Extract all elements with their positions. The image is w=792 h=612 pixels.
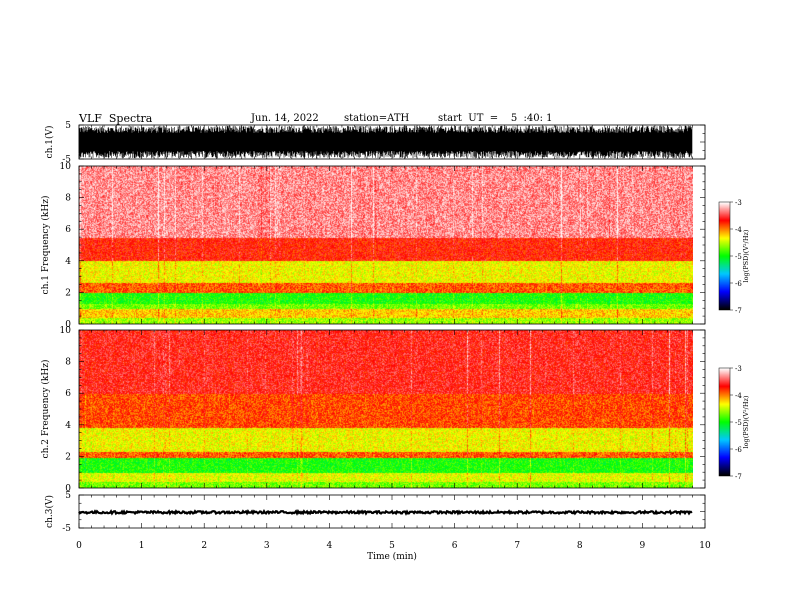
start-time-label: start UT = 5 :40: 1 <box>438 113 553 124</box>
x-tick-label: 3 <box>264 541 270 551</box>
x-tick-label: 10 <box>699 541 711 551</box>
station-label: station=ATH <box>344 113 410 124</box>
x-tick-label: 8 <box>577 541 583 551</box>
y-tick-label: 10 <box>60 326 72 336</box>
date-label: Jun. 14, 2022 <box>251 113 319 124</box>
colorbar-tick-label: -6 <box>735 280 742 288</box>
y-tick-label: 5 <box>65 491 71 501</box>
colorbar-tick-label: -7 <box>735 307 742 315</box>
y-tick-label: 5 <box>65 121 71 131</box>
x-axis-label: Time (min) <box>367 551 417 562</box>
y-tick-label: 2 <box>65 452 71 462</box>
ch1-waveform-panel <box>78 125 693 159</box>
colorbar-tick-label: -7 <box>735 473 742 481</box>
x-tick-label: 0 <box>76 541 82 551</box>
y-tick-label: 2 <box>65 288 71 298</box>
x-tick-label: 6 <box>452 541 458 551</box>
y-axis-label: ch.1 Frequency (kHz) <box>40 196 51 295</box>
ch1-waveform-trace <box>78 125 693 159</box>
y-tick-label: 8 <box>65 358 71 368</box>
y-tick-label: 4 <box>65 421 71 431</box>
colorbar-label: log(PSD)(V²/Hz) <box>742 229 750 282</box>
colorbar-label: log(PSD)(V²/Hz) <box>742 395 750 448</box>
x-tick-label: 5 <box>389 541 395 551</box>
y-tick-label: 6 <box>65 389 71 399</box>
y-axis-label: ch.1(V) <box>44 126 55 159</box>
colorbar-tick-label: -3 <box>735 199 742 207</box>
x-tick-label: 4 <box>327 541 333 551</box>
y-tick-label: -5 <box>62 524 71 534</box>
colorbar-tick-label: -5 <box>735 253 742 261</box>
y-tick-label: 6 <box>65 225 71 235</box>
x-tick-label: 7 <box>514 541 520 551</box>
y-axis-label: ch.2 Frequency (kHz) <box>40 360 51 459</box>
ch2-spectrogram-panel <box>79 330 693 488</box>
colorbar-tick-label: -6 <box>735 446 742 454</box>
y-tick-label: 10 <box>60 162 72 172</box>
x-tick-label: 1 <box>139 541 145 551</box>
ch2-colorbar: -3 -4 -5 -6 -7 log(PSD)(V²/Hz) <box>718 365 750 481</box>
chart-title: VLF Spectra <box>79 112 153 125</box>
colorbar-tick-label: -5 <box>735 419 742 427</box>
y-tick-label: 0 <box>65 320 71 330</box>
y-tick-label: 4 <box>65 257 71 267</box>
x-tick-label: 9 <box>640 541 646 551</box>
colorbar-tick-label: -3 <box>735 365 742 373</box>
x-tick-label: 2 <box>201 541 207 551</box>
y-tick-label: 8 <box>65 194 71 204</box>
ch3-waveform-panel <box>78 508 693 516</box>
ch1-colorbar: -3 -4 -5 -6 -7 log(PSD)(V²/Hz) <box>718 199 750 315</box>
y-tick-label: -5 <box>62 155 71 165</box>
ch1-spectrogram-panel <box>79 166 693 324</box>
ch2-spectrogram-image <box>79 330 693 488</box>
ch1-colorbar-image <box>719 202 730 310</box>
colorbar-tick-label: -4 <box>735 226 742 234</box>
y-tick-label: 0 <box>65 484 71 494</box>
ch1-spectrogram-image <box>79 166 693 324</box>
y-axis-label: ch.3(V) <box>44 495 55 528</box>
colorbar-tick-label: -4 <box>735 392 742 400</box>
ch3-waveform-trace <box>78 508 693 516</box>
ch2-colorbar-image <box>719 368 730 476</box>
